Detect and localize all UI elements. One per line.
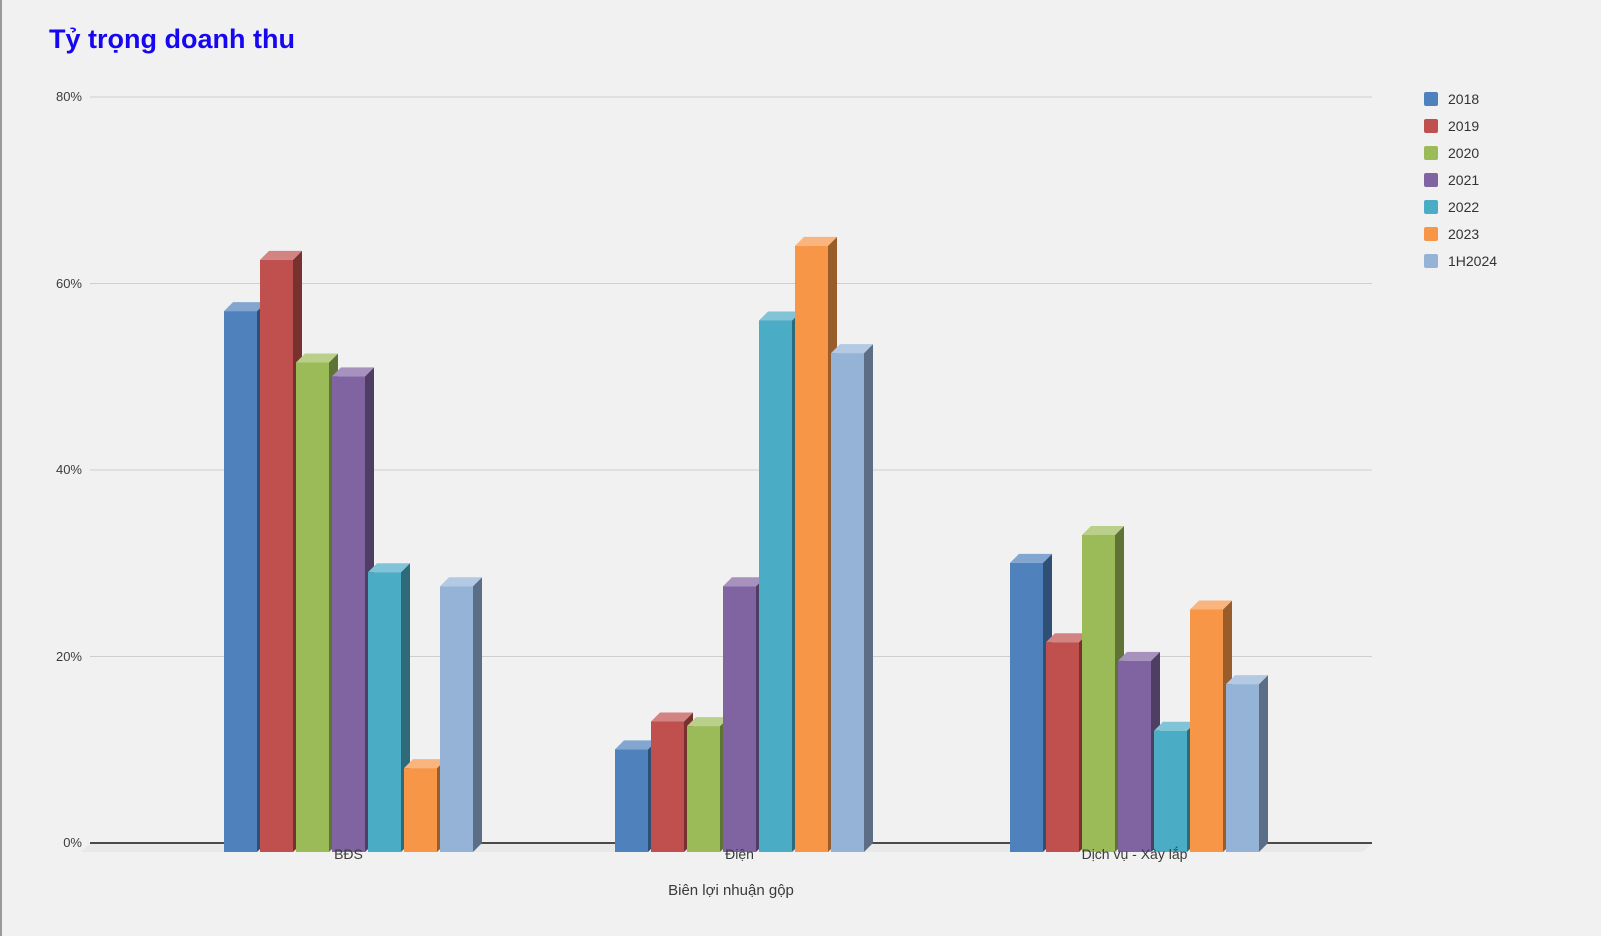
bar-2021-Điện[interactable]	[723, 577, 765, 852]
legend-label: 1H2024	[1448, 252, 1498, 269]
bar-1H2024-BĐS[interactable]	[440, 577, 482, 852]
legend-swatch-icon	[1424, 145, 1438, 160]
bar-2018-BĐS[interactable]	[224, 302, 266, 852]
y-tick-80%: 80%	[55, 89, 82, 104]
bar-2020-BĐS[interactable]	[296, 353, 338, 852]
bar-2019-BĐS[interactable]	[260, 250, 302, 853]
legend-item-2021[interactable]: 2021	[1424, 166, 1497, 193]
bar-2022-Dịch vụ - Xây lắp[interactable]	[1154, 721, 1196, 852]
legend-swatch-icon	[1424, 253, 1438, 268]
bar-2019-Dịch vụ - Xây lắp[interactable]	[1046, 633, 1088, 852]
legend-swatch-icon	[1424, 172, 1438, 187]
legend-swatch-icon	[1424, 226, 1438, 241]
bar-1H2024-Điện[interactable]	[831, 344, 873, 852]
bar-2022-Điện[interactable]	[759, 311, 801, 853]
page-title: Tỷ trọng doanh thu	[49, 24, 295, 54]
bar-1H2024-Dịch vụ - Xây lắp[interactable]	[1226, 675, 1268, 852]
bar-2023-BĐS[interactable]	[404, 759, 446, 852]
bar-2019-Điện[interactable]	[651, 712, 693, 852]
legend-label: 2023	[1448, 225, 1480, 242]
legend-item-2023[interactable]: 2023	[1424, 220, 1497, 247]
legend-label: 2019	[1448, 117, 1480, 134]
category-label-BĐS: BĐS	[334, 846, 363, 862]
bar-2020-Điện[interactable]	[687, 717, 729, 852]
bar-2018-Dịch vụ - Xây lắp[interactable]	[1010, 553, 1052, 852]
bar-2020-Dịch vụ - Xây lắp[interactable]	[1082, 525, 1124, 852]
category-label-Điện: Điện	[725, 846, 754, 862]
bar-2022-BĐS[interactable]	[368, 563, 410, 852]
x-axis-title: Biên lợi nhuận gộp	[668, 882, 794, 899]
y-tick-0%: 0%	[63, 835, 82, 850]
legend-item-2018[interactable]: 2018	[1424, 85, 1497, 112]
legend-swatch-icon	[1424, 91, 1438, 106]
legend-label: 2020	[1448, 144, 1480, 161]
legend-swatch-icon	[1424, 199, 1438, 214]
bar-2021-Dịch vụ - Xây lắp[interactable]	[1118, 651, 1160, 852]
legend-item-1H2024[interactable]: 1H2024	[1424, 247, 1497, 274]
bar-2018-Điện[interactable]	[615, 740, 657, 852]
legend-swatch-icon	[1424, 118, 1438, 133]
category-label-Dịch vụ - Xây lắp: Dịch vụ - Xây lắp	[1081, 846, 1188, 862]
legend-item-2022[interactable]: 2022	[1424, 193, 1497, 220]
y-tick-40%: 40%	[55, 462, 82, 477]
legend-item-2020[interactable]: 2020	[1424, 139, 1497, 166]
legend-item-2019[interactable]: 2019	[1424, 112, 1497, 139]
legend-label: 2021	[1448, 171, 1480, 188]
bar-2023-Điện[interactable]	[795, 236, 837, 852]
y-tick-60%: 60%	[55, 275, 82, 291]
chart-legend: 2018 2019 2020 2021 2022 2023 1H2024	[1424, 85, 1497, 274]
y-tick-20%: 20%	[55, 648, 82, 664]
legend-label: 2022	[1448, 198, 1480, 215]
bar-2021-BĐS[interactable]	[332, 367, 374, 852]
bar-2023-Dịch vụ - Xây lắp[interactable]	[1190, 600, 1232, 852]
legend-label: 2018	[1448, 90, 1480, 107]
